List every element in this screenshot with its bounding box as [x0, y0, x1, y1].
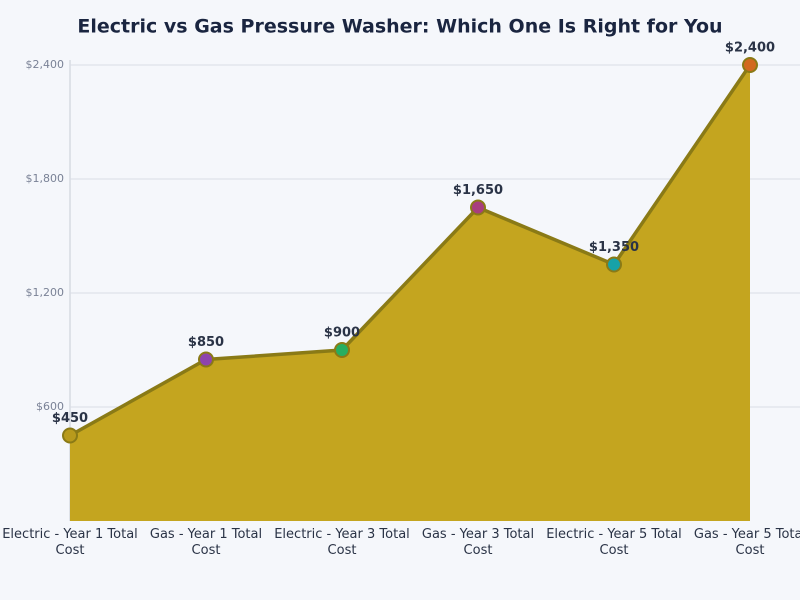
point — [198, 351, 214, 368]
y-tick-label: $600 — [36, 400, 64, 413]
y-tick-label: $1,200 — [26, 286, 65, 299]
value-label: $900 — [324, 326, 360, 341]
value-label: $2,400 — [725, 41, 775, 56]
point — [334, 342, 350, 358]
x-tick-label: Electric - Year 1 Total Cost — [2, 527, 138, 558]
x-tick-label: Gas - Year 3 Total Cost — [421, 527, 535, 558]
value-label: $450 — [52, 411, 88, 426]
x-tick-label: Electric - Year 3 Total Cost — [274, 527, 410, 558]
point — [606, 256, 622, 273]
y-tick-label: $2,400 — [26, 58, 65, 71]
value-label: $1,350 — [589, 240, 639, 255]
point — [470, 199, 486, 216]
y-tick-label: $1,800 — [26, 172, 65, 185]
point — [62, 427, 78, 444]
x-tick-label: Gas - Year 5 Total Cost — [693, 527, 800, 558]
area — [70, 65, 750, 521]
x-tick-label: Electric - Year 5 Total Cost — [546, 527, 682, 558]
chart-title: Electric vs Gas Pressure Washer: Which O… — [77, 16, 722, 38]
point — [742, 57, 758, 73]
x-tick-label: Gas - Year 1 Total Cost — [149, 527, 263, 558]
value-label: $1,650 — [453, 183, 503, 198]
line — [69, 64, 752, 438]
value-label: $850 — [188, 335, 224, 350]
